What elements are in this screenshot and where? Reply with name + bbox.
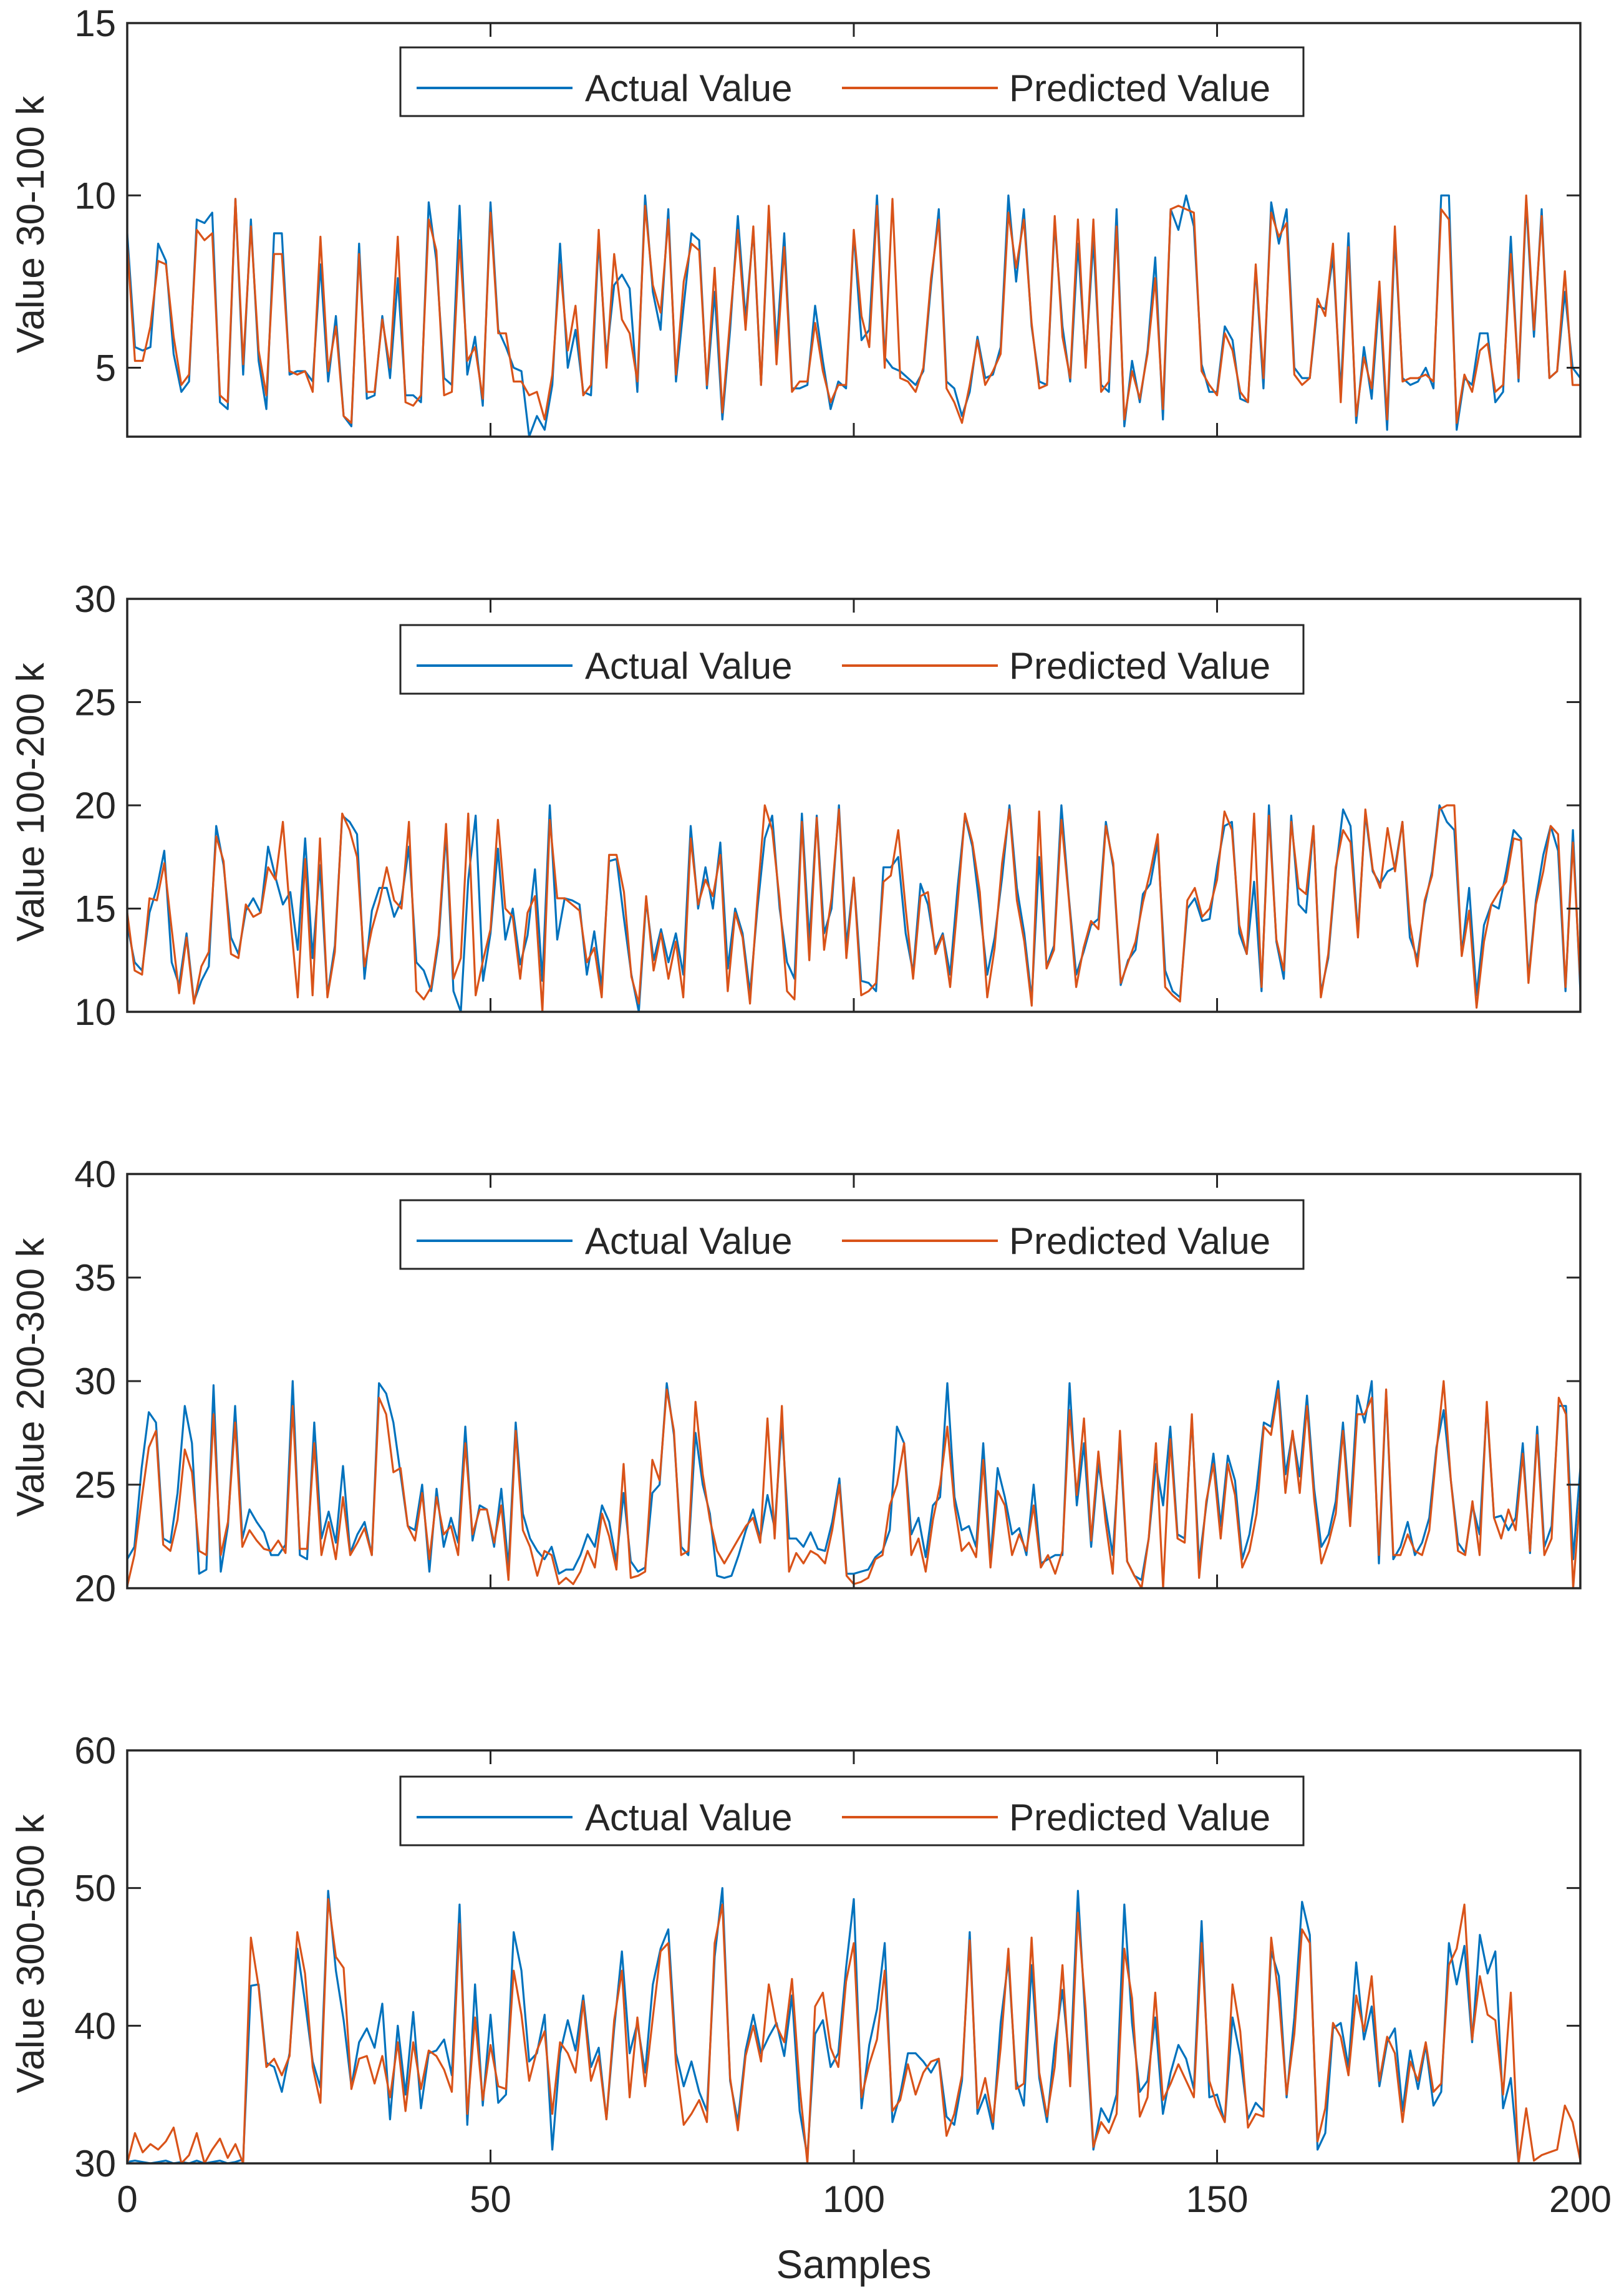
y-axis-label: Value 200-300 k [9, 1238, 52, 1517]
series-group [127, 804, 1580, 1012]
y-tick-label: 10 [74, 175, 116, 216]
y-tick-label: 35 [74, 1257, 116, 1299]
legend-box [399, 1775, 1305, 1846]
legend-label-predicted: Predicted Value [1009, 1797, 1270, 1838]
series-group [127, 1887, 1580, 2163]
x-tick-label: 100 [823, 2178, 885, 2220]
legend: Actual Value Predicted Value [399, 46, 1305, 117]
legend: Actual Value Predicted Value [399, 624, 1305, 695]
y-tick-label: 50 [74, 1868, 116, 1909]
legend-box [399, 1199, 1305, 1270]
y-tick-label: 30 [74, 1361, 116, 1402]
y-tick-label: 40 [74, 1153, 116, 1195]
y-tick-label: 30 [74, 578, 116, 620]
y-axis-label: Value 300-500 k [9, 1814, 52, 2094]
legend-label-actual: Actual Value [585, 1220, 792, 1262]
y-tick-label: 30 [74, 2143, 116, 2185]
legend-label-actual: Actual Value [585, 1797, 792, 1838]
y-tick-label: 15 [74, 888, 116, 930]
legend: Actual Value Predicted Value [399, 1775, 1305, 1846]
y-tick-label: 15 [74, 2, 116, 44]
subplot-2: Value 100-200 k 10 15 20 25 30 Actual Value … [9, 578, 1582, 1033]
series-group [127, 194, 1580, 437]
y-tick-label: 25 [74, 682, 116, 724]
y-axis-label: Value 30-100 k [9, 95, 52, 353]
y-tick-label: 40 [74, 2005, 116, 2047]
legend-label-actual: Actual Value [585, 645, 792, 687]
subplot-1: Value 30-100 k 5 10 15 Actual Value Predic… [9, 2, 1582, 438]
y-tick-label: 20 [74, 785, 116, 827]
x-tick-label: 200 [1549, 2178, 1612, 2220]
legend-label-predicted: Predicted Value [1009, 645, 1270, 687]
subplot-3: Value 200-300 k 20 25 30 35 40 Actual Value … [9, 1153, 1582, 1609]
y-tick-label: 5 [95, 347, 116, 389]
series-line-predicted [127, 804, 1580, 1012]
legend-label-predicted: Predicted Value [1009, 1220, 1270, 1262]
x-tick-label: 50 [470, 2178, 511, 2220]
legend: Actual Value Predicted Value [399, 1199, 1305, 1270]
legend-label-actual: Actual Value [585, 67, 792, 109]
legend-box [399, 46, 1305, 117]
y-axis-label: Value 100-200 k [9, 662, 52, 942]
x-axis-label: Samples [776, 2242, 932, 2287]
legend-label-predicted: Predicted Value [1009, 67, 1270, 109]
y-tick-label: 25 [74, 1464, 116, 1506]
legend-box [399, 624, 1305, 695]
x-tick-label: 150 [1186, 2178, 1248, 2220]
subplot-4: Value 300-500 k Samples 30 40 50 60 0 50 100 15… [9, 1730, 1612, 2287]
x-tick-label: 0 [117, 2178, 137, 2220]
y-tick-label: 20 [74, 1568, 116, 1609]
series-line-predicted [127, 194, 1580, 424]
series-line-predicted [127, 1898, 1580, 2163]
y-tick-label: 60 [74, 1730, 116, 1772]
y-tick-label: 10 [74, 991, 116, 1033]
series-line-actual [127, 1887, 1580, 2163]
